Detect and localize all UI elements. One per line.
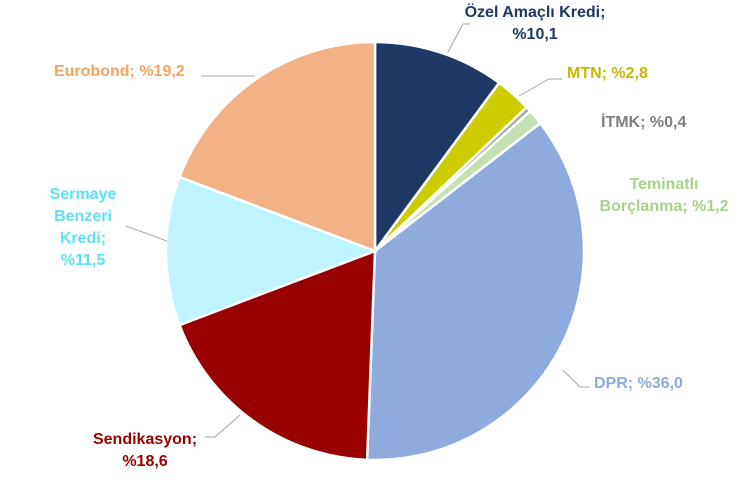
data-label-dpr: DPR; %36,0: [594, 375, 683, 392]
data-label-line: Sendikasyon;: [93, 431, 197, 448]
leader-line-ozel-amacli-kredi: [447, 23, 470, 53]
data-label-line: Özel Amaçlı Kredi;: [465, 2, 606, 21]
data-label-line: Borçlanma; %1,2: [600, 198, 729, 215]
leader-line-sermaye-benzeri-kredi: [125, 225, 168, 242]
data-label-line: DPR; %36,0: [594, 375, 683, 392]
data-label-sendikasyon: Sendikasyon; %18,6: [93, 431, 197, 470]
data-label-line: Teminatlı: [629, 176, 698, 193]
data-label-line: %11,5: [61, 252, 106, 269]
pie-slice-sermaye-benzeri-kredi: [164, 175, 379, 327]
pie-slice-ozel-amacli-kredi: [373, 40, 501, 255]
leader-line-mtn: [518, 78, 562, 97]
pie-slice-dpr: [365, 121, 586, 462]
data-label-sermaye-benzeri-kredi: Sermaye Benzeri Kredi; %11,5: [50, 186, 117, 269]
data-label-line: Kredi;: [60, 230, 106, 247]
data-labels: Özel Amaçlı Kredi; %10,1 MTN; %2,8 İTMK; %0…: [50, 2, 729, 470]
leader-line-sendikasyon: [205, 414, 241, 438]
data-label-eurobond: Eurobond; %19,2: [54, 63, 185, 80]
data-label-teminatli-borclanma: Teminatlı Borçlanma; %1,2: [600, 176, 729, 215]
data-label-line: MTN; %2,8: [567, 65, 648, 82]
pie-slices: [164, 40, 586, 462]
pie-slice-sendikasyon: [177, 249, 377, 462]
data-label-line: %18,6: [122, 453, 167, 470]
data-label-mtn: MTN; %2,8: [567, 65, 648, 82]
data-label-line: Sermaye: [50, 186, 117, 203]
leader-lines: [125, 23, 590, 438]
data-label-line: %10,1: [512, 26, 557, 43]
data-label-line: Eurobond; %19,2: [54, 63, 185, 80]
data-label-line: Benzeri: [54, 208, 112, 225]
data-label-itmk: İTMK; %0,4: [601, 113, 686, 131]
pie-slice-eurobond: [177, 40, 377, 253]
leader-line-dpr: [562, 369, 590, 388]
data-label-ozel-amacli-kredi: Özel Amaçlı Kredi; %10,1: [465, 2, 606, 43]
data-label-line: İTMK; %0,4: [601, 113, 686, 131]
